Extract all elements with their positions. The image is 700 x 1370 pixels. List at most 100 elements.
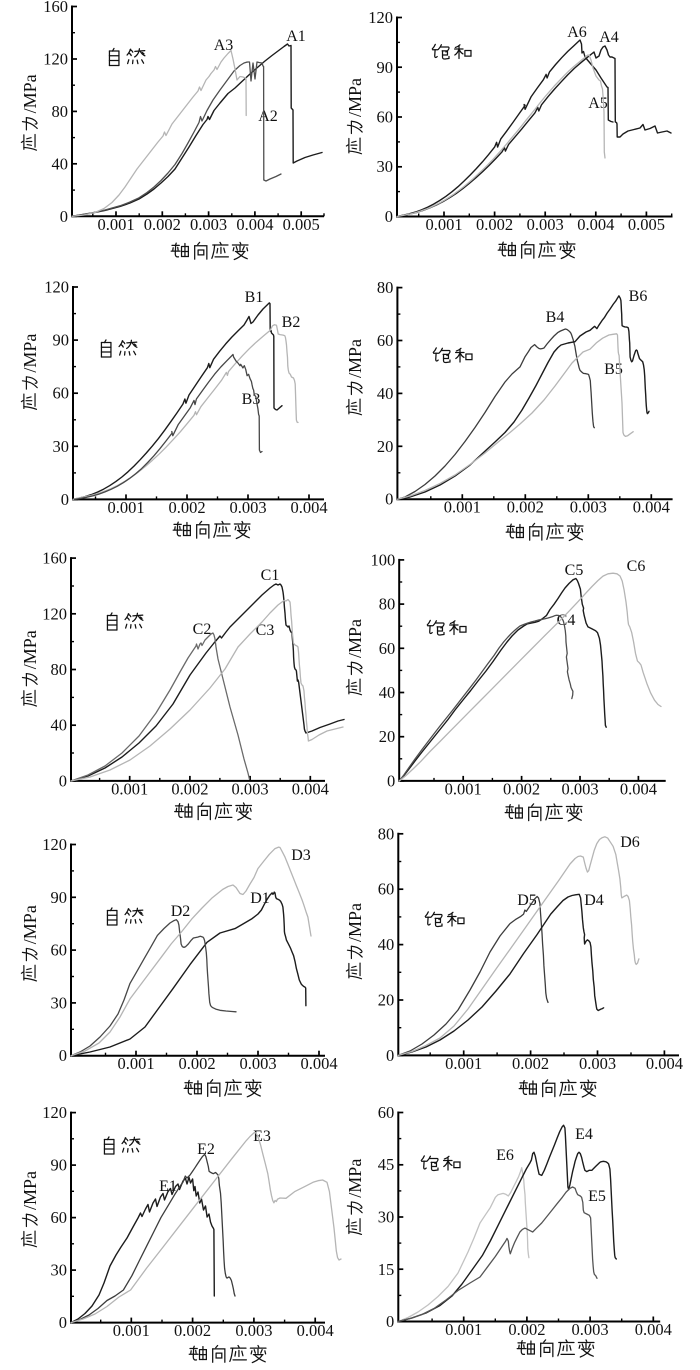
svg-text:0.001: 0.001	[117, 1054, 154, 1073]
svg-text:0.004: 0.004	[292, 779, 329, 798]
svg-text:0.003: 0.003	[570, 498, 607, 517]
svg-text:80: 80	[379, 595, 396, 614]
svg-text:40: 40	[52, 154, 69, 173]
svg-text:0.002: 0.002	[476, 215, 513, 234]
svg-text:0: 0	[61, 490, 69, 509]
svg-text:60: 60	[379, 639, 396, 658]
svg-text:E1: E1	[159, 1178, 177, 1195]
svg-text:120: 120	[43, 50, 68, 69]
svg-text:A4: A4	[599, 29, 619, 46]
svg-text:/MPa: /MPa	[20, 74, 40, 113]
svg-text:/MPa: /MPa	[20, 334, 40, 373]
svg-text:E5: E5	[588, 1188, 606, 1205]
svg-text:0.003: 0.003	[561, 779, 598, 798]
svg-text:80: 80	[377, 278, 394, 297]
svg-text:30: 30	[377, 157, 394, 176]
svg-text:D3: D3	[291, 847, 311, 864]
svg-text:D4: D4	[584, 892, 604, 909]
svg-text:C1: C1	[261, 567, 280, 584]
svg-text:0.001: 0.001	[445, 779, 482, 798]
svg-text:0.002: 0.002	[171, 779, 208, 798]
svg-text:0.004: 0.004	[236, 215, 273, 234]
svg-text:0.002: 0.002	[507, 498, 544, 517]
svg-text:C5: C5	[565, 562, 584, 579]
svg-text:C4: C4	[557, 612, 576, 629]
svg-text:40: 40	[378, 935, 395, 954]
svg-text:0.004: 0.004	[290, 498, 327, 517]
svg-text:120: 120	[42, 835, 67, 854]
svg-text:90: 90	[51, 1156, 68, 1175]
svg-text:90: 90	[51, 888, 68, 907]
svg-text:0: 0	[59, 1046, 67, 1065]
svg-text:B6: B6	[629, 288, 648, 305]
svg-text:20: 20	[377, 437, 394, 456]
svg-text:30: 30	[51, 1261, 68, 1280]
svg-text:100: 100	[370, 550, 395, 569]
svg-text:160: 160	[42, 549, 67, 568]
svg-text:80: 80	[51, 660, 68, 679]
svg-text:A5: A5	[588, 95, 608, 112]
svg-text:D2: D2	[171, 903, 191, 920]
svg-text:0.002: 0.002	[508, 1320, 545, 1339]
svg-text:80: 80	[52, 102, 69, 121]
svg-text:30: 30	[378, 1208, 395, 1227]
svg-text:45: 45	[378, 1155, 395, 1174]
svg-text:0: 0	[60, 207, 68, 226]
svg-text:B1: B1	[245, 289, 264, 306]
svg-text:60: 60	[51, 1208, 68, 1227]
svg-text:160: 160	[43, 0, 68, 16]
svg-text:0: 0	[387, 771, 395, 790]
svg-text:40: 40	[51, 716, 68, 735]
svg-text:90: 90	[377, 58, 394, 77]
svg-text:0.002: 0.002	[144, 215, 181, 234]
svg-text:0.001: 0.001	[107, 498, 144, 517]
svg-text:120: 120	[42, 1103, 67, 1122]
svg-text:0: 0	[385, 490, 393, 509]
svg-text:E4: E4	[575, 1126, 593, 1143]
svg-text:C6: C6	[627, 558, 646, 575]
svg-text:15: 15	[378, 1260, 395, 1279]
svg-text:0.002: 0.002	[174, 1321, 211, 1340]
svg-text:0.002: 0.002	[178, 1054, 215, 1073]
svg-text:E6: E6	[496, 1147, 514, 1164]
svg-text:40: 40	[379, 683, 396, 702]
svg-text:0.001: 0.001	[111, 779, 148, 798]
svg-text:/MPa: /MPa	[20, 630, 40, 669]
svg-text:0: 0	[59, 771, 67, 790]
svg-text:20: 20	[379, 727, 396, 746]
svg-text:/MPa: /MPa	[345, 1159, 365, 1198]
svg-text:0.003: 0.003	[235, 1321, 272, 1340]
svg-text:20: 20	[378, 991, 395, 1010]
svg-text:/MPa: /MPa	[20, 1171, 40, 1210]
svg-text:0.001: 0.001	[113, 1321, 150, 1340]
svg-text:/MPa: /MPa	[345, 339, 365, 378]
svg-text:0.004: 0.004	[646, 1054, 683, 1073]
svg-text:0.001: 0.001	[425, 215, 462, 234]
svg-text:/MPa: /MPa	[345, 619, 365, 658]
svg-text:0: 0	[59, 1313, 67, 1332]
svg-text:0.005: 0.005	[283, 215, 320, 234]
svg-text:0.003: 0.003	[190, 215, 227, 234]
svg-text:/MPa: /MPa	[345, 903, 365, 942]
svg-text:0: 0	[386, 1312, 394, 1331]
svg-text:D6: D6	[620, 834, 640, 851]
svg-text:60: 60	[377, 108, 394, 127]
svg-text:0.003: 0.003	[572, 1320, 609, 1339]
svg-text:0.004: 0.004	[620, 779, 657, 798]
svg-text:0.004: 0.004	[300, 1054, 337, 1073]
svg-text:120: 120	[44, 278, 69, 297]
svg-text:40: 40	[377, 384, 394, 403]
svg-text:30: 30	[53, 437, 70, 456]
svg-text:0.004: 0.004	[633, 498, 670, 517]
svg-text:B2: B2	[282, 314, 301, 331]
svg-text:0.002: 0.002	[168, 498, 205, 517]
svg-text:0.002: 0.002	[503, 779, 540, 798]
svg-text:0.001: 0.001	[97, 215, 134, 234]
svg-text:0.001: 0.001	[445, 1320, 482, 1339]
svg-text:120: 120	[368, 8, 393, 27]
svg-text:60: 60	[378, 1103, 395, 1122]
svg-text:0.002: 0.002	[512, 1054, 549, 1073]
svg-text:B5: B5	[604, 361, 623, 378]
svg-text:0.003: 0.003	[527, 215, 564, 234]
svg-text:0.003: 0.003	[232, 779, 269, 798]
